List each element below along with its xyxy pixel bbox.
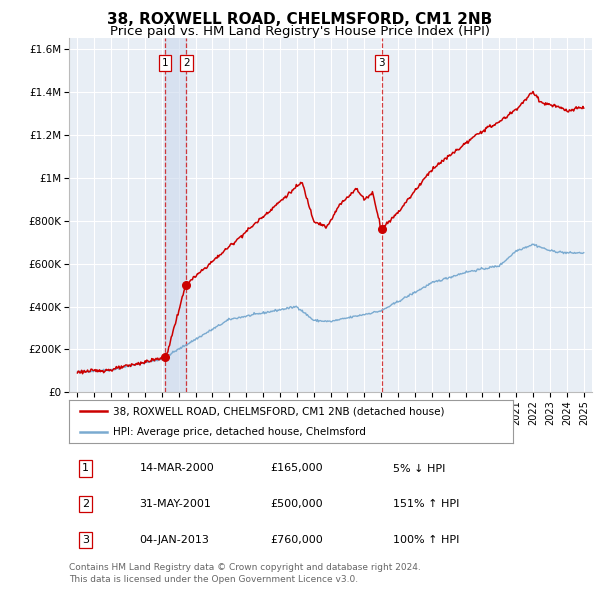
- Text: 38, ROXWELL ROAD, CHELMSFORD, CM1 2NB: 38, ROXWELL ROAD, CHELMSFORD, CM1 2NB: [107, 12, 493, 27]
- Bar: [165, 38, 186, 392]
- Text: This data is licensed under the Open Government Licence v3.0.: This data is licensed under the Open Gov…: [69, 575, 358, 584]
- Text: HPI: Average price, detached house, Chelmsford: HPI: Average price, detached house, Chel…: [113, 427, 366, 437]
- Text: 1: 1: [162, 58, 169, 68]
- Text: 1: 1: [82, 464, 89, 474]
- Text: 100% ↑ HPI: 100% ↑ HPI: [392, 535, 459, 545]
- Text: £500,000: £500,000: [270, 499, 323, 509]
- Text: Contains HM Land Registry data © Crown copyright and database right 2024.: Contains HM Land Registry data © Crown c…: [69, 563, 421, 572]
- Text: 04-JAN-2013: 04-JAN-2013: [139, 535, 209, 545]
- Text: 2: 2: [82, 499, 89, 509]
- Text: 5% ↓ HPI: 5% ↓ HPI: [392, 464, 445, 474]
- Text: 3: 3: [82, 535, 89, 545]
- Text: 14-MAR-2000: 14-MAR-2000: [139, 464, 214, 474]
- Text: 3: 3: [378, 58, 385, 68]
- Text: Price paid vs. HM Land Registry's House Price Index (HPI): Price paid vs. HM Land Registry's House …: [110, 25, 490, 38]
- Text: 151% ↑ HPI: 151% ↑ HPI: [392, 499, 459, 509]
- Text: 38, ROXWELL ROAD, CHELMSFORD, CM1 2NB (detached house): 38, ROXWELL ROAD, CHELMSFORD, CM1 2NB (d…: [113, 407, 445, 417]
- Text: 31-MAY-2001: 31-MAY-2001: [139, 499, 211, 509]
- Text: £760,000: £760,000: [270, 535, 323, 545]
- Text: £165,000: £165,000: [270, 464, 323, 474]
- Text: 2: 2: [184, 58, 190, 68]
